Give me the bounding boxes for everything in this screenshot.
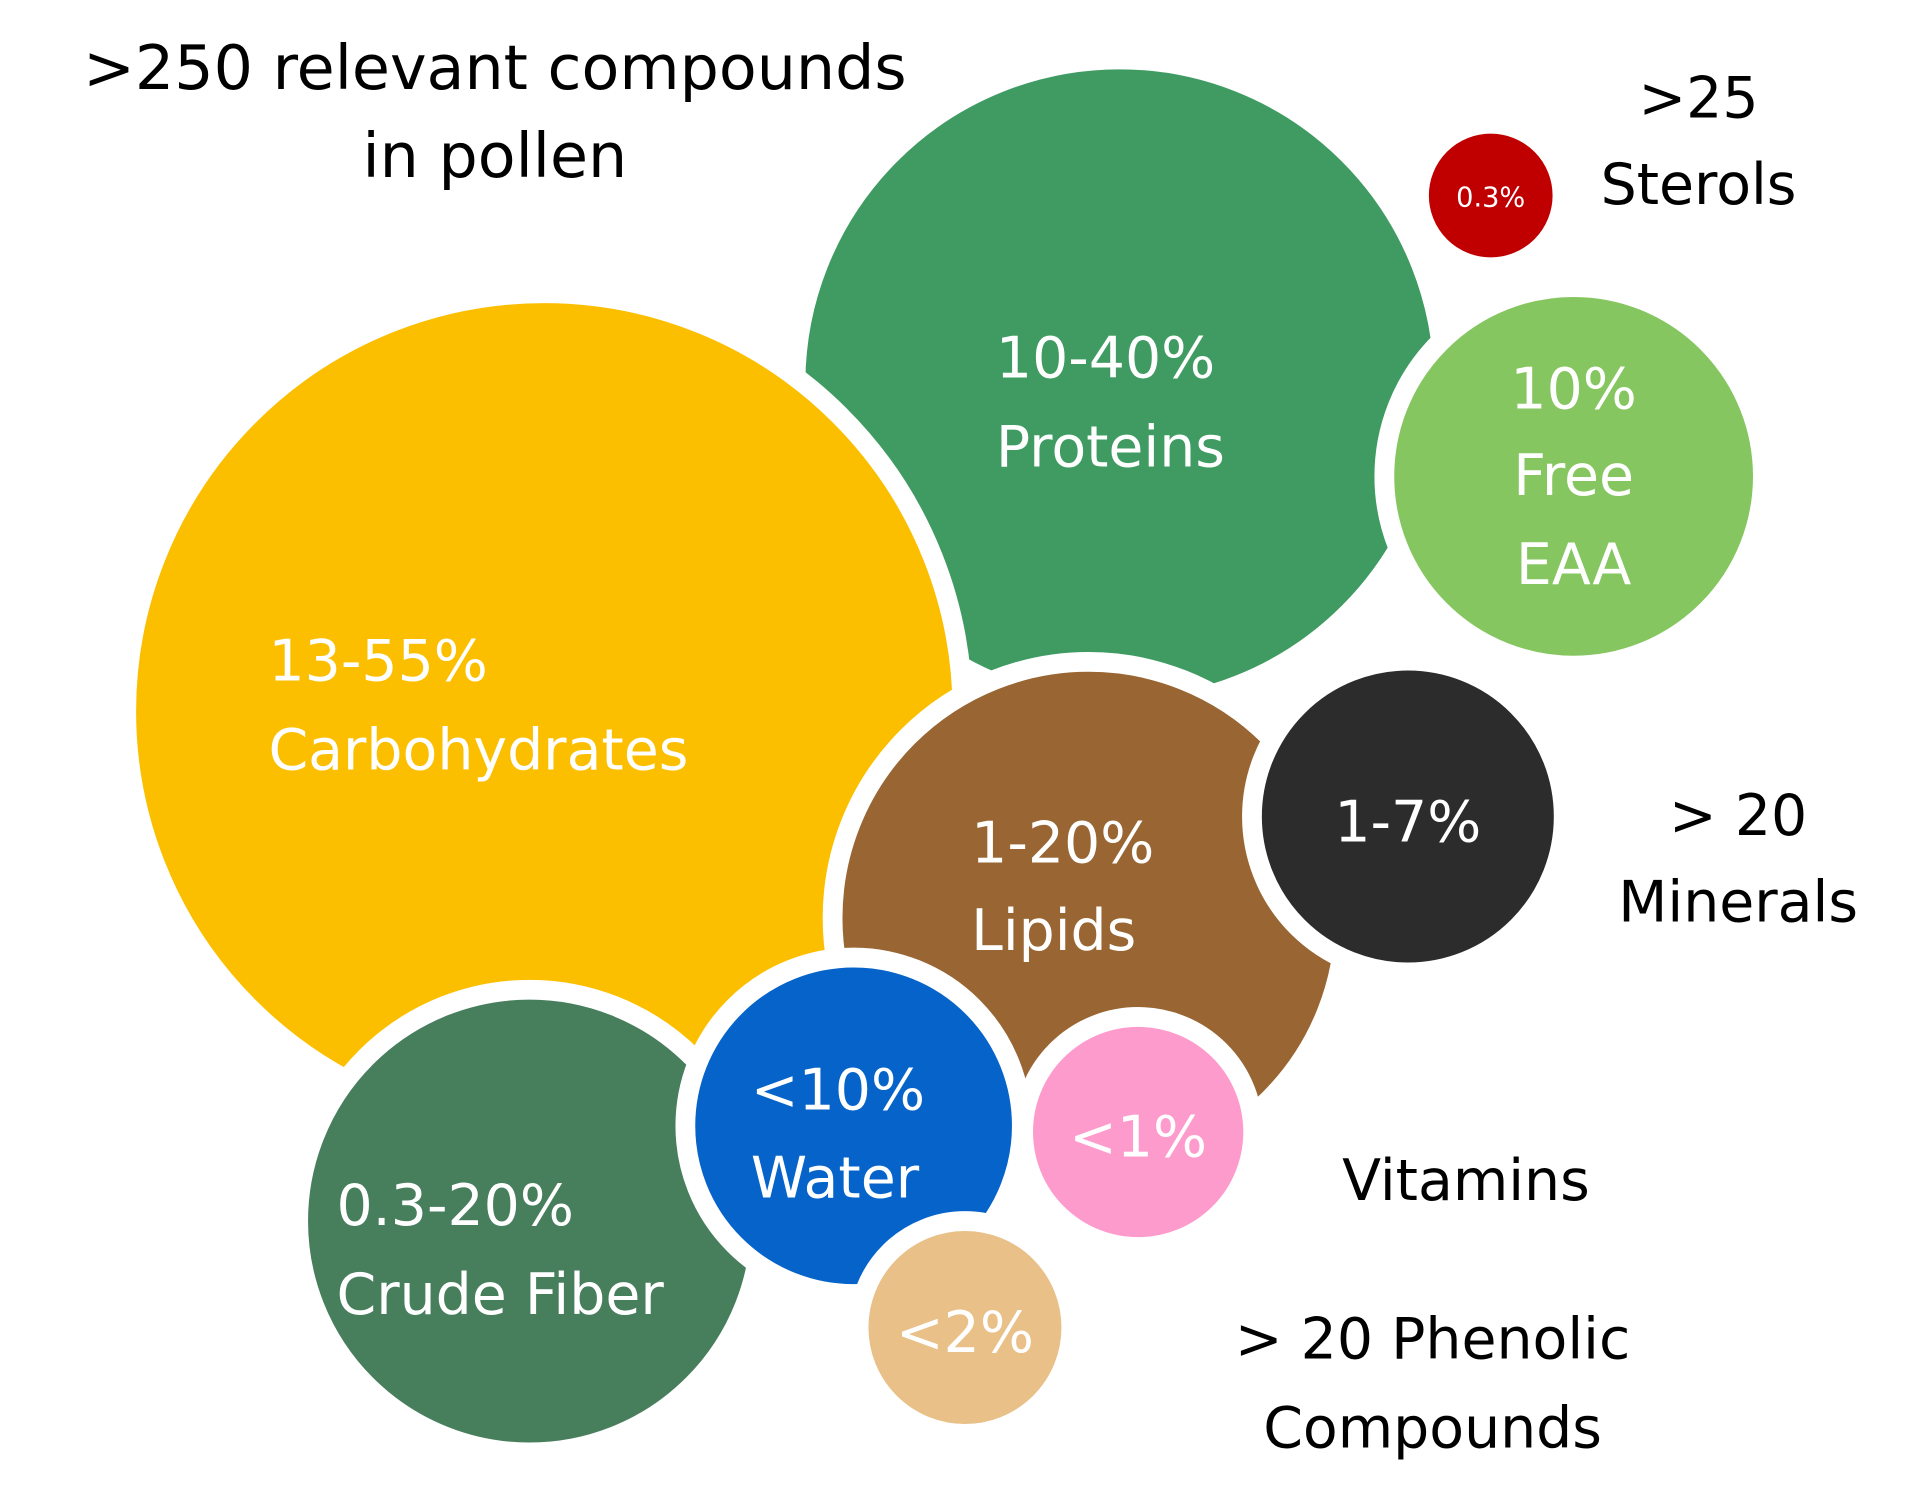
water-label: <10% xyxy=(751,1058,925,1124)
lipids-label: 1-20% xyxy=(971,810,1154,876)
outside-label: Sterols xyxy=(1601,152,1797,218)
title: >250 relevant compounds xyxy=(83,32,907,104)
carbohydrates-label: Carbohydrates xyxy=(268,718,688,784)
crude-fiber-label: 0.3-20% xyxy=(336,1173,573,1239)
free-eaa-bubble xyxy=(1374,277,1773,676)
minerals-bubble xyxy=(1242,650,1574,983)
water-label: Water xyxy=(751,1146,920,1212)
outside-label: > 20 Phenolic xyxy=(1235,1306,1630,1372)
phenolics-bubble xyxy=(848,1211,1082,1444)
minerals-label: 1-7% xyxy=(1334,789,1481,855)
vitamins-bubble xyxy=(1013,1007,1264,1257)
vitamins-label: <1% xyxy=(1069,1105,1207,1171)
sterols-bubble xyxy=(1409,113,1573,278)
outside-label: > 20 xyxy=(1669,783,1807,849)
outside-label: Compounds xyxy=(1263,1395,1602,1461)
proteins-label: 10-40% xyxy=(996,325,1215,391)
free-eaa-label: Free xyxy=(1513,443,1634,509)
free-eaa-label: EAA xyxy=(1516,532,1631,598)
carbohydrates-label: 13-55% xyxy=(268,628,487,694)
lipids-label: Lipids xyxy=(971,898,1136,964)
free-eaa-label: 10% xyxy=(1510,356,1636,422)
title: in pollen xyxy=(362,120,627,192)
phenolics-label: <2% xyxy=(896,1300,1034,1366)
outside-label: >25 xyxy=(1639,66,1759,132)
outside-label: Minerals xyxy=(1618,870,1858,936)
sterols-label: 0.3% xyxy=(1456,183,1525,214)
proteins-label: Proteins xyxy=(996,414,1225,480)
outside-label: Vitamins xyxy=(1342,1148,1590,1214)
crude-fiber-label: Crude Fiber xyxy=(336,1262,664,1328)
